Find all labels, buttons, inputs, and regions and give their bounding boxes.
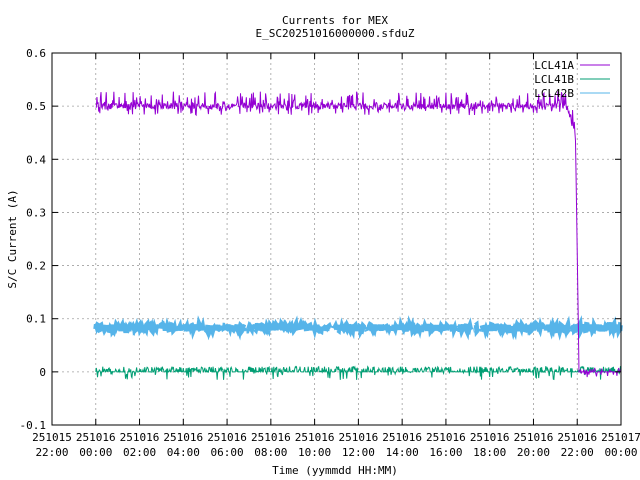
x-tick-date: 251016 — [76, 431, 116, 444]
legend-label: LCL41B — [534, 73, 574, 86]
x-tick-time: 18:00 — [473, 446, 506, 459]
x-tick-time: 14:00 — [386, 446, 419, 459]
legend-label: LCL42B — [534, 87, 574, 100]
y-tick-label: -0.1 — [20, 419, 47, 432]
legend-label: LCL41A — [534, 59, 574, 72]
x-tick-time: 10:00 — [298, 446, 331, 459]
series-line-lcl42b — [93, 315, 623, 341]
y-tick-label: 0 — [39, 366, 46, 379]
x-tick-date: 251016 — [426, 431, 466, 444]
series-line-lcl41b — [95, 365, 622, 381]
x-tick-date: 251016 — [120, 431, 160, 444]
x-tick-date: 251016 — [207, 431, 247, 444]
x-tick-date: 251016 — [557, 431, 597, 444]
chart-title: Currents for MEX — [282, 14, 388, 27]
x-tick-date: 251016 — [339, 431, 379, 444]
x-tick-date: 251016 — [470, 431, 510, 444]
series-line-lcl41a — [95, 90, 622, 378]
chart-subtitle: E_SC20251016000000.sfduZ — [256, 27, 415, 40]
x-tick-date: 251016 — [382, 431, 422, 444]
y-tick-label: 0.6 — [26, 47, 46, 60]
x-tick-time: 16:00 — [429, 446, 462, 459]
x-tick-time: 12:00 — [342, 446, 375, 459]
grid — [52, 53, 621, 425]
x-tick-time: 00:00 — [604, 446, 637, 459]
y-tick-label: 0.2 — [26, 260, 46, 273]
x-tick-time: 06:00 — [211, 446, 244, 459]
x-tick-date: 251017 — [601, 431, 640, 444]
x-tick-date: 251016 — [295, 431, 335, 444]
x-tick-time: 04:00 — [167, 446, 200, 459]
y-tick-label: 0.3 — [26, 206, 46, 219]
y-axis-label: S/C Current (A) — [6, 189, 19, 288]
x-tick-date: 251016 — [514, 431, 554, 444]
y-tick-label: 0.4 — [26, 153, 46, 166]
y-tick-label: 0.5 — [26, 100, 46, 113]
x-axis-label: Time (yymmdd HH:MM) — [272, 464, 398, 477]
axis-ticks: -0.1 0 0.1 0.2 0.3 0.4 0.5 0.6 251015 22:00 251016… — [20, 47, 640, 459]
x-tick-time: 22:00 — [35, 446, 68, 459]
x-tick-date: 251016 — [163, 431, 203, 444]
x-tick-time: 02:00 — [123, 446, 156, 459]
x-tick-time: 00:00 — [79, 446, 112, 459]
series-layer — [93, 90, 623, 381]
x-tick-time: 08:00 — [254, 446, 287, 459]
x-tick-date: 251015 — [32, 431, 72, 444]
y-tick-label: 0.1 — [26, 313, 46, 326]
x-tick-time: 20:00 — [517, 446, 550, 459]
plot-frame — [51, 52, 622, 426]
x-tick-date: 251016 — [251, 431, 291, 444]
x-tick-time: 22:00 — [561, 446, 594, 459]
